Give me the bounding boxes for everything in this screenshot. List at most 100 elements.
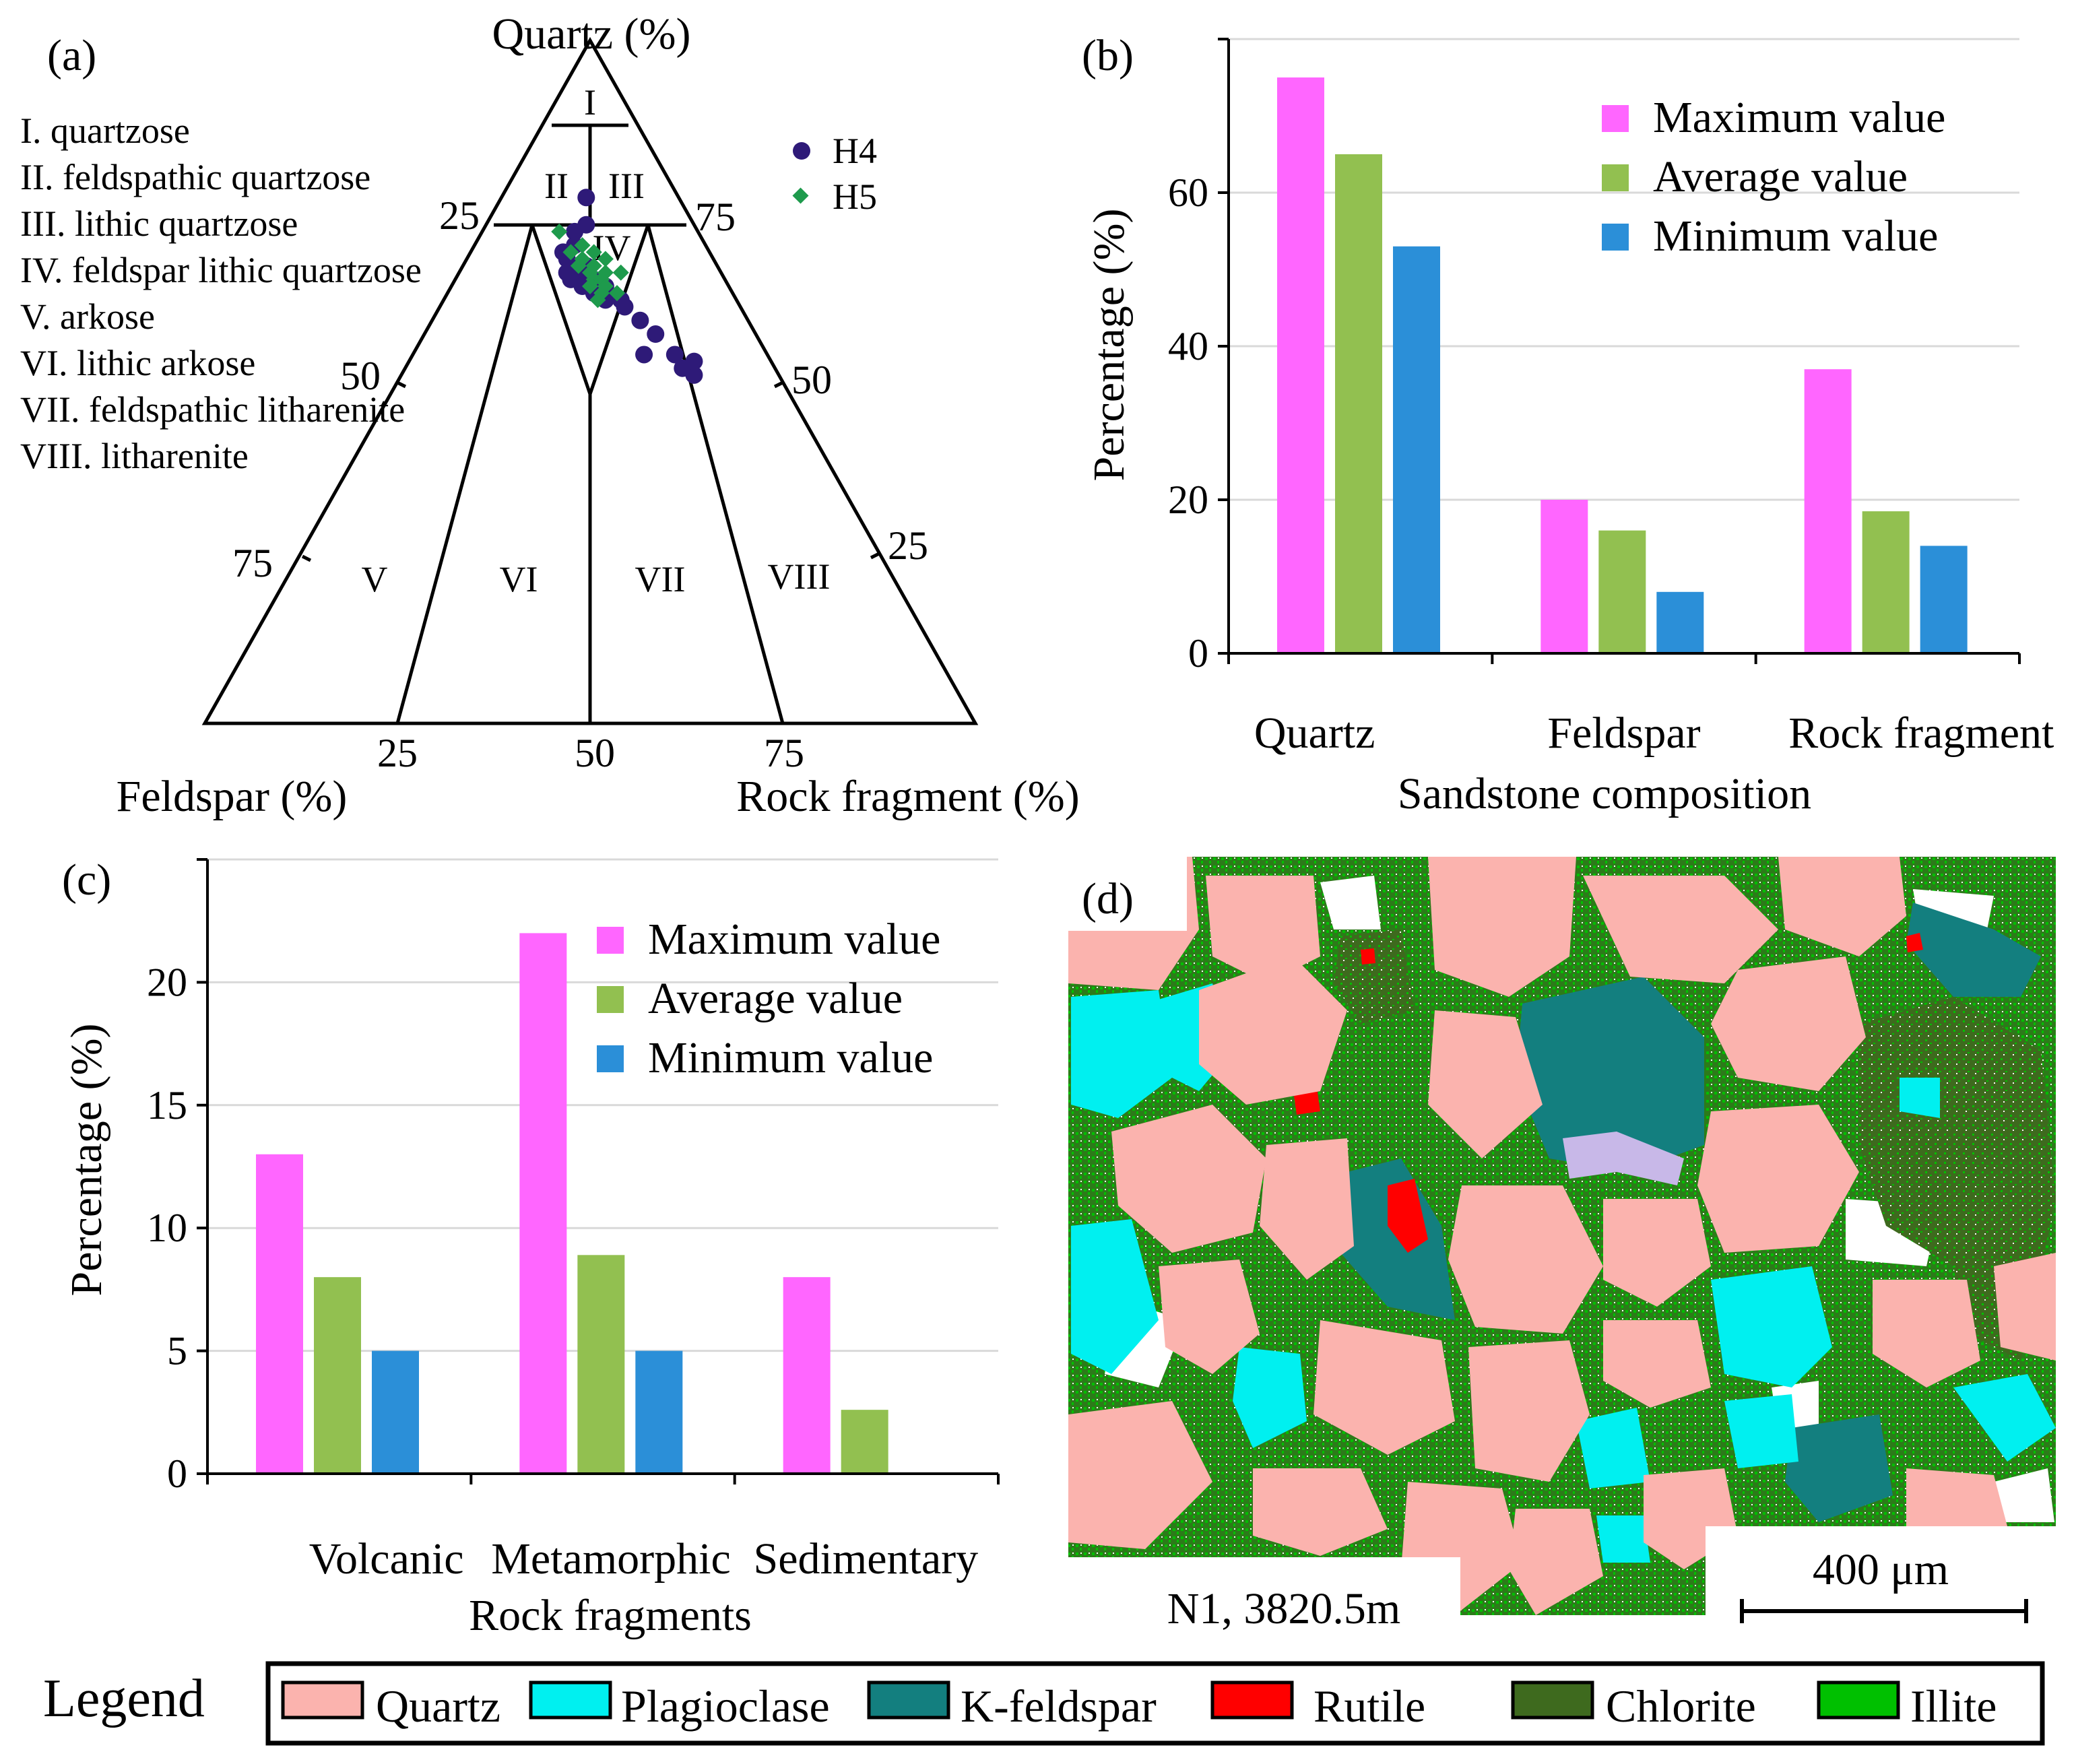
ternary-legend: H4 H5 [792, 131, 877, 217]
b-category-label: Feldspar [1547, 709, 1700, 758]
quartz-grain [1697, 1105, 1859, 1253]
c-legend-swatch [597, 1045, 624, 1072]
class-item: I. quartzose [20, 110, 190, 151]
c-bar [841, 1410, 888, 1474]
class-item: VII. feldspathic litharenite [20, 389, 405, 430]
quartz-grain [1603, 1199, 1711, 1307]
quartz-grain [1068, 1401, 1212, 1549]
b-y-tick-label: 40 [1168, 324, 1208, 368]
plagioclase-grain [1233, 1347, 1307, 1448]
plagioclase-grain [1596, 1515, 1650, 1563]
plagioclase-grain [1953, 1374, 2056, 1462]
c-y-tick-label: 5 [167, 1329, 187, 1373]
b-legend-label: Minimum value [1653, 211, 1938, 261]
rutile-grain [1388, 1179, 1428, 1253]
quartz-grain [1583, 876, 1778, 983]
quartz-grain [1711, 956, 1866, 1091]
legend-h5-marker [792, 187, 809, 204]
b-legend-label: Maximum value [1653, 93, 1945, 142]
quartz-grain [1873, 1280, 1980, 1387]
quartz-label: Quartz [376, 1680, 500, 1732]
b-bar [1804, 369, 1852, 653]
h4-point [685, 366, 703, 384]
h4-point [647, 325, 665, 344]
rutile-grain [1361, 948, 1375, 965]
b-bar [1920, 546, 1968, 653]
c-y-axis-title: Percentage (%) [62, 1024, 111, 1297]
panel-c-bar-chart: (c) 0 5 10 15 20 Volcanic Metamorphic Sediment… [62, 855, 1000, 1640]
panel-b-label: (b) [1082, 31, 1134, 80]
panel-d-mineral-map: (d) N1, 3820.5m 400 μm [1068, 857, 2056, 1633]
kfeldspar-grain [1516, 977, 1704, 1172]
rutile-swatch [1210, 1680, 1294, 1720]
b-category-labels: Quartz Feldspar Rock fragment [1254, 709, 2054, 758]
sample-depth-label: N1, 3820.5m [1167, 1584, 1401, 1633]
c-y-tick-labels: 0 5 10 15 20 [147, 960, 187, 1496]
b-bar [1862, 511, 1910, 653]
c-bar [577, 1255, 625, 1474]
region-label: III [608, 166, 645, 206]
legend-h4-label: H4 [833, 131, 877, 171]
c-category-label: Metamorphic [491, 1534, 731, 1583]
c-y-tick-label: 10 [147, 1206, 187, 1250]
tick-label-bottom: 75 [764, 731, 804, 775]
quartz-grain [1509, 1509, 1603, 1615]
tick-label-bottom: 25 [377, 731, 418, 775]
legend-title: Legend [43, 1669, 205, 1728]
scale-bar-label: 400 μm [1813, 1545, 1949, 1594]
tick-label-right: 25 [888, 523, 928, 568]
b-bar [1598, 530, 1646, 653]
illite-label: Illite [1910, 1680, 1997, 1732]
kfeldspar-label: K-feldspar [961, 1680, 1157, 1732]
tick-left-50 [396, 381, 407, 389]
b-category-label: Rock fragment [1788, 709, 2054, 758]
h4-point [666, 346, 684, 364]
quartz-grain [1159, 1260, 1260, 1374]
quartz-grain [1111, 1105, 1266, 1253]
b-legend-swatch [1602, 224, 1629, 251]
ternary-line-right [646, 224, 785, 724]
tick-right-25 [870, 552, 880, 560]
kfeldspar-grain [1906, 903, 2041, 997]
quartz-grain [1260, 1138, 1354, 1280]
quartz-grain [1428, 1010, 1543, 1158]
c-legend-label: Average value [648, 974, 903, 1023]
ternary-right-label: Rock fragment (%) [736, 772, 1079, 821]
c-bar [635, 1350, 683, 1474]
b-y-tick-label: 60 [1168, 170, 1208, 215]
ternary-line-left [395, 224, 534, 724]
chlorite-label: Chlorite [1606, 1680, 1756, 1732]
class-item: V. arkose [20, 296, 155, 337]
panel-d-label-box [1068, 857, 1187, 931]
rutile-label: Rutile [1313, 1680, 1425, 1732]
tick-label-right: 50 [791, 358, 832, 402]
region-label: VII [635, 559, 686, 599]
h4-point [577, 189, 595, 207]
quartz-grain [1778, 857, 1906, 956]
c-bar [519, 933, 567, 1474]
c-y-tick-label: 15 [147, 1083, 187, 1128]
b-legend-label: Average value [1653, 152, 1908, 201]
legend-item-chlorite: Chlorite [1511, 1680, 1756, 1732]
mineral-legend: Legend Quartz Plagioclase K-feldspar Rut… [43, 1661, 2045, 1746]
quartz-grain [1994, 1253, 2056, 1361]
c-y-tick-label: 0 [167, 1451, 187, 1496]
b-y-tick-labels: 0 20 40 60 [1168, 170, 1208, 676]
c-x-axis-title: Rock fragments [469, 1591, 752, 1640]
legend-h5-label: H5 [833, 176, 877, 217]
b-y-tick-label: 0 [1188, 631, 1208, 676]
class-item: III. lithic quartzose [20, 203, 298, 244]
rutile-grain [1906, 933, 1923, 952]
classification-list: I. quartzose II. feldspathic quartzose I… [20, 110, 422, 476]
b-y-axis-title: Percentage (%) [1084, 209, 1134, 482]
tick-label-left: 75 [232, 541, 273, 585]
b-x-axis-title: Sandstone composition [1398, 769, 1811, 818]
b-axes [1218, 38, 2021, 664]
kfeldspar-swatch [867, 1680, 950, 1720]
b-bar [1335, 154, 1382, 653]
b-legend-swatch [1602, 164, 1629, 191]
quartz-grain [1428, 857, 1576, 997]
tick-label-left: 50 [340, 354, 381, 398]
